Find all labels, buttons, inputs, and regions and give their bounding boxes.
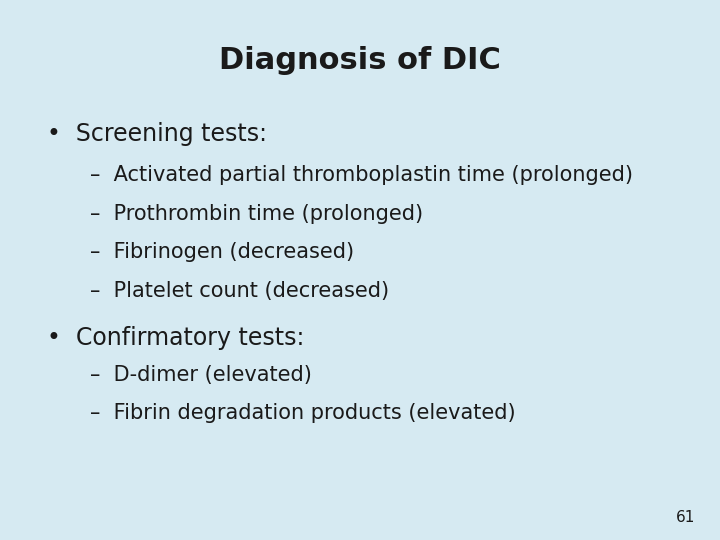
Text: –  Platelet count (decreased): – Platelet count (decreased) bbox=[90, 281, 389, 301]
Text: •  Screening tests:: • Screening tests: bbox=[47, 122, 267, 145]
Text: –  Activated partial thromboplastin time (prolonged): – Activated partial thromboplastin time … bbox=[90, 165, 633, 185]
Text: 61: 61 bbox=[675, 510, 695, 525]
Text: –  Fibrin degradation products (elevated): – Fibrin degradation products (elevated) bbox=[90, 403, 516, 423]
Text: –  Prothrombin time (prolonged): – Prothrombin time (prolonged) bbox=[90, 204, 423, 224]
Text: Diagnosis of DIC: Diagnosis of DIC bbox=[219, 46, 501, 75]
Text: •  Confirmatory tests:: • Confirmatory tests: bbox=[47, 326, 304, 349]
Text: –  D-dimer (elevated): – D-dimer (elevated) bbox=[90, 364, 312, 384]
Text: –  Fibrinogen (decreased): – Fibrinogen (decreased) bbox=[90, 242, 354, 262]
